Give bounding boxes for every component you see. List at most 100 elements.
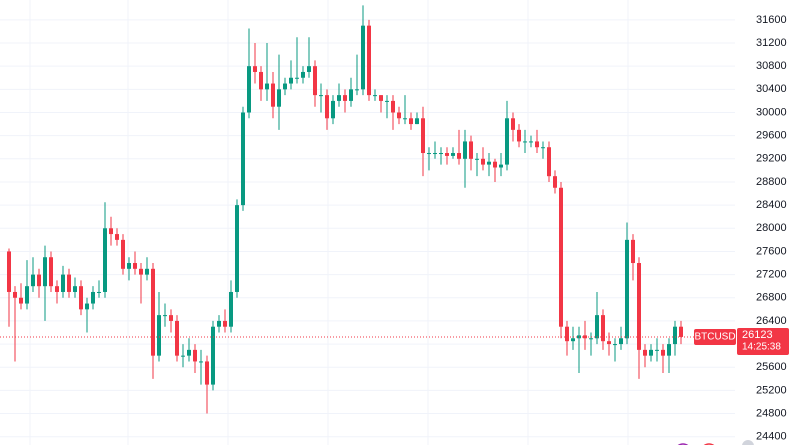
candle-body <box>169 315 173 321</box>
candle-body <box>385 100 389 102</box>
candle-body <box>379 95 383 101</box>
y-tick-label: 28400 <box>756 199 787 211</box>
candle-body <box>343 95 347 101</box>
candle-body <box>145 268 149 275</box>
candle-body <box>301 71 305 78</box>
y-tick-label: 25600 <box>756 361 787 373</box>
y-tick-label: 26400 <box>756 315 787 327</box>
y-tick-label: 29200 <box>756 153 787 165</box>
candle-body <box>13 291 17 298</box>
candle-body <box>403 118 407 120</box>
symbol-badge <box>694 328 736 345</box>
candle-body <box>205 361 209 385</box>
candle-body <box>643 349 647 356</box>
y-tick-label: 31200 <box>756 37 787 49</box>
candle-body <box>511 118 515 130</box>
candle-body <box>217 320 221 327</box>
candle-body <box>25 286 29 304</box>
candle-body <box>91 291 95 304</box>
corner-icons[interactable] <box>675 440 754 445</box>
candle-body <box>187 349 191 356</box>
candle-body <box>349 89 353 101</box>
candle-body <box>157 315 161 356</box>
candle-body <box>277 89 281 107</box>
y-tick-label: 30800 <box>756 60 787 72</box>
y-tick-label: 30400 <box>756 83 787 95</box>
candle-body <box>253 66 257 72</box>
candle-body <box>463 141 467 159</box>
candle-body <box>97 291 101 293</box>
candle-body <box>529 141 533 143</box>
candle-body <box>37 274 41 287</box>
candle-body <box>337 95 341 101</box>
candle-body <box>325 95 329 119</box>
candle-body <box>433 153 437 155</box>
candle-body <box>115 234 119 240</box>
y-tick-label: 28000 <box>756 222 787 234</box>
candle-body <box>619 338 623 345</box>
last-price-label: 26123 <box>742 329 773 341</box>
candle-body <box>259 71 263 90</box>
candle-body <box>85 303 89 310</box>
candle-body <box>655 349 659 351</box>
candle-body <box>673 326 677 345</box>
candle-body <box>409 118 413 125</box>
candle-body <box>589 338 593 340</box>
candle-body <box>451 153 455 156</box>
candle-body <box>397 112 401 119</box>
y-tick-label: 24800 <box>756 407 787 419</box>
candle-body <box>481 158 485 165</box>
time-grid <box>29 0 629 445</box>
y-tick-label: 27600 <box>756 245 787 257</box>
candle-body <box>559 187 563 327</box>
y-tick-label: 26800 <box>756 292 787 304</box>
candle-body <box>523 141 527 143</box>
candle-body <box>223 320 227 327</box>
y-tick-label: 24400 <box>756 431 787 443</box>
candle-body <box>367 25 371 96</box>
candle-body <box>499 164 503 168</box>
candle-body <box>151 268 155 356</box>
candle-body <box>553 176 557 188</box>
candle-body <box>331 100 335 119</box>
candle-body <box>565 326 569 342</box>
y-tick-label: 31600 <box>756 14 787 26</box>
candle-body <box>7 251 11 292</box>
candle-body <box>373 95 377 97</box>
candle-body <box>271 83 275 107</box>
y-tick-label: 27200 <box>756 269 787 281</box>
y-tick-label: 30000 <box>756 106 787 118</box>
candle-body <box>175 320 179 356</box>
y-tick-label: 28800 <box>756 176 787 188</box>
candle-body <box>637 263 641 350</box>
candle-body <box>547 147 551 177</box>
candle-body <box>613 344 617 346</box>
countdown-label: 14:25:38 <box>742 342 781 353</box>
candle-body <box>457 153 461 159</box>
candle-body <box>517 129 521 142</box>
candle-body <box>661 349 665 356</box>
y-tick-label: 29600 <box>756 130 787 142</box>
candle-body <box>475 158 479 160</box>
candle-body <box>679 326 683 337</box>
candle-body <box>493 161 497 168</box>
candle-body <box>133 263 137 269</box>
candle-body <box>535 141 539 148</box>
candle-body <box>361 25 365 90</box>
candle-body <box>667 344 671 356</box>
candle-body <box>109 228 113 235</box>
price-badge <box>737 327 789 355</box>
candle-body <box>571 338 575 342</box>
candle-body <box>73 286 77 292</box>
candle-body <box>163 315 167 317</box>
candle-body <box>235 205 239 292</box>
candle-body <box>55 286 59 292</box>
candle-body <box>43 257 47 287</box>
candle-body <box>625 239 629 339</box>
candle-body <box>319 95 323 97</box>
candle-body <box>283 83 287 90</box>
candle-body <box>313 66 317 96</box>
candle-body <box>601 315 605 342</box>
candle-body <box>595 315 599 339</box>
